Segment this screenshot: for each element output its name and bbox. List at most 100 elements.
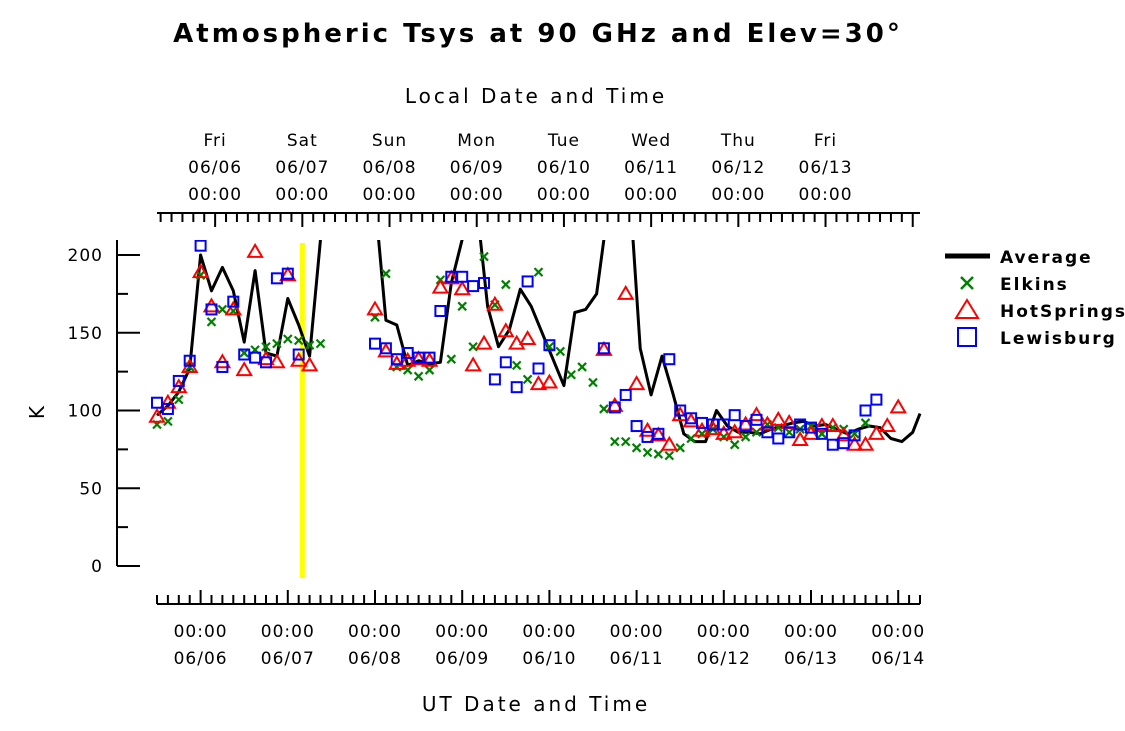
point-elkins-stroke-b	[740, 432, 751, 442]
point-elkins	[293, 335, 304, 346]
point-elkins-stroke-b	[577, 362, 587, 372]
point-elkins-stroke-b	[751, 427, 762, 438]
point-elkins-stroke-b	[457, 301, 467, 312]
point-elkins-stroke-b	[511, 360, 522, 371]
legend-swatch-lewisburg	[957, 327, 977, 347]
point-elkins-stroke-b	[566, 369, 576, 380]
point-lewisburg	[717, 418, 730, 431]
x-tick-label-date: 06/06	[174, 649, 228, 669]
point-elkins-stroke-b	[293, 335, 304, 346]
point-lewisburg	[750, 413, 763, 426]
x-tick-label-date: 06/09	[435, 649, 489, 669]
point-elkins	[555, 346, 566, 357]
point-lewisburg	[172, 374, 185, 387]
y-tick-label: 100	[68, 402, 103, 422]
x2-tick-label-date: 06/08	[363, 158, 417, 178]
point-elkins	[784, 427, 794, 438]
point-elkins	[261, 341, 271, 352]
point-hotsprings	[279, 266, 297, 282]
point-elkins	[381, 268, 391, 279]
x-tick-label-date: 06/08	[348, 649, 402, 669]
point-elkins	[446, 354, 457, 364]
y-axis-title: K	[25, 403, 49, 419]
point-elkins	[751, 427, 762, 438]
point-elkins	[315, 338, 326, 349]
legend-x-b	[960, 276, 974, 290]
point-lewisburg	[161, 402, 174, 415]
point-lewisburg	[281, 267, 294, 280]
point-elkins-stroke-b	[261, 341, 271, 352]
x2-tick-label-day: Fri	[814, 131, 837, 151]
point-elkins	[620, 436, 631, 447]
point-elkins-stroke-b	[533, 267, 544, 277]
point-lewisburg	[478, 276, 490, 289]
point-elkins	[479, 251, 489, 262]
point-lewisburg	[183, 354, 196, 367]
series-line-average	[478, 240, 606, 388]
point-elkins-stroke-b	[283, 334, 293, 344]
point-elkins	[163, 416, 173, 427]
legend: Average Elkins HotSprings Lewisburg	[945, 248, 1125, 349]
point-lewisburg	[194, 240, 207, 252]
point-elkins-stroke-b	[174, 394, 184, 405]
point-elkins	[664, 450, 675, 461]
x2-tick-label-time: 00:00	[275, 185, 329, 205]
series-line-average	[631, 240, 922, 444]
point-lewisburg	[728, 409, 741, 422]
point-hotsprings	[606, 396, 624, 412]
point-lewisburg	[532, 362, 545, 375]
point-hotsprings	[246, 242, 264, 258]
legend-label-elkins: Elkins	[1000, 275, 1069, 295]
x-tick-label-date: 06/07	[261, 649, 315, 669]
point-lewisburg	[434, 304, 447, 317]
point-elkins	[588, 377, 598, 388]
point-elkins-stroke-b	[784, 427, 794, 438]
point-hotsprings	[736, 415, 755, 431]
point-lewisburg	[815, 427, 828, 440]
x2-tick-label-day: Thu	[720, 131, 756, 151]
x2-tick-label-time: 00:00	[624, 185, 678, 205]
point-hotsprings	[398, 351, 417, 367]
point-elkins-stroke-b	[402, 365, 413, 375]
point-elkins	[642, 447, 653, 458]
point-lewisburg	[597, 342, 610, 355]
point-elkins-stroke-b	[446, 354, 457, 364]
point-lewisburg	[227, 295, 240, 308]
point-elkins	[402, 365, 413, 375]
x2-tick-label-time: 00:00	[188, 185, 242, 205]
point-hotsprings	[518, 329, 537, 345]
point-elkins	[424, 365, 435, 375]
point-hotsprings	[693, 421, 711, 437]
point-hotsprings	[725, 423, 744, 439]
point-lewisburg	[783, 426, 796, 439]
point-elkins	[740, 432, 751, 442]
point-lewisburg	[543, 339, 556, 352]
point-elkins-stroke-b	[555, 346, 566, 357]
x-tick-label-date: 06/14	[871, 649, 925, 669]
series-layer	[148, 240, 922, 461]
point-lewisburg	[260, 356, 272, 369]
point-hotsprings	[431, 278, 450, 294]
point-elkins-stroke-b	[653, 449, 664, 459]
legend-item-elkins: Elkins	[960, 275, 1069, 295]
x2-tick-label-day: Wed	[631, 131, 671, 151]
point-elkins-stroke-b	[631, 443, 642, 453]
point-elkins	[729, 439, 740, 450]
point-elkins	[610, 436, 620, 447]
point-elkins-stroke-b	[315, 338, 326, 349]
point-hotsprings	[224, 300, 243, 316]
legend-item-lewisburg: Lewisburg	[957, 327, 1115, 349]
point-elkins-stroke-b	[501, 279, 511, 290]
point-hotsprings	[715, 424, 733, 440]
point-hotsprings	[529, 375, 548, 391]
x2-tick-label-day: Fri	[204, 131, 227, 151]
point-hotsprings	[660, 435, 679, 451]
x2-tick-label-time: 00:00	[799, 185, 853, 205]
point-elkins-stroke-b	[381, 268, 391, 279]
point-elkins-stroke-b	[272, 338, 282, 349]
point-lewisburg	[608, 401, 621, 414]
legend-item-average: Average	[945, 248, 1091, 268]
point-elkins-stroke-b	[664, 450, 675, 461]
x2-tick-label-time: 00:00	[711, 185, 765, 205]
point-hotsprings	[867, 424, 886, 440]
